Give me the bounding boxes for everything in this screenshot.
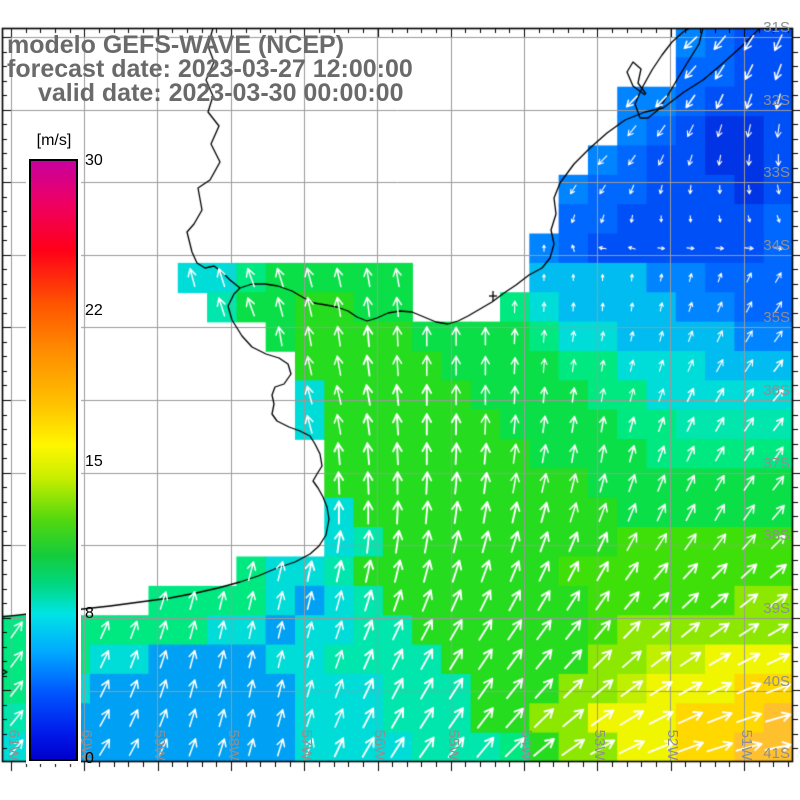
- colorbar-gradient: [29, 159, 78, 761]
- colorbar-unit-label: [m/s]: [36, 132, 72, 149]
- forecast-date-line: forecast date: 2023-03-27 12:00:00: [7, 55, 413, 83]
- colorbar: [26, 156, 81, 764]
- model-title: modelo GEFS-WAVE (NCEP): [7, 31, 345, 59]
- valid-date-line: valid date: 2023-03-30 00:00:00: [38, 79, 404, 107]
